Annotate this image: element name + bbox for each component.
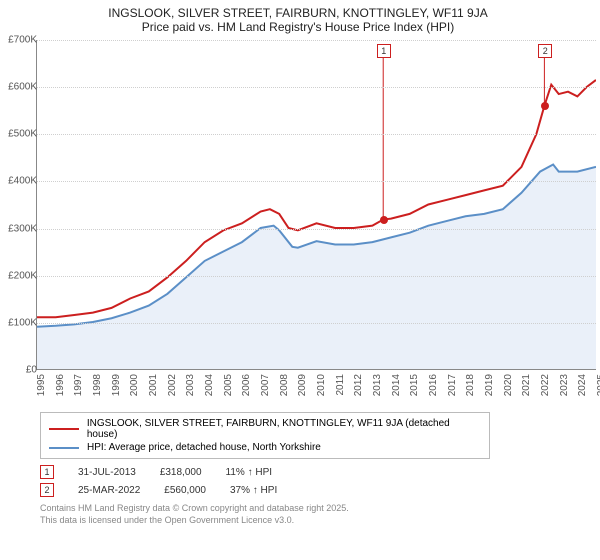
gridline-y [37,323,596,324]
legend-label-hpi: HPI: Average price, detached house, Nort… [87,442,321,453]
x-axis-label: 1998 [92,374,103,396]
transaction-price-1: £318,000 [160,467,202,478]
x-axis-label: 2013 [372,374,383,396]
x-axis-label: 2019 [484,374,495,396]
x-axis-label: 2003 [185,374,196,396]
y-axis-label: £100K [0,317,37,328]
chart-container: INGSLOOK, SILVER STREET, FAIRBURN, KNOTT… [0,0,600,560]
transaction-row-1: 1 31-JUL-2013 £318,000 11% ↑ HPI [40,463,580,481]
x-axis-label: 2015 [409,374,420,396]
y-axis-label: £400K [0,176,37,187]
x-axis-label: 2021 [521,374,532,396]
x-axis-label: 1995 [36,374,47,396]
transaction-row-2: 2 25-MAR-2022 £560,000 37% ↑ HPI [40,481,580,499]
legend-item-hpi: HPI: Average price, detached house, Nort… [49,441,481,454]
x-axis-labels: 1995 1996 1997 1998 1999 2000 2001 2002 2003 2004… [36,370,596,404]
y-axis-label: £600K [0,82,37,93]
x-axis-label: 2001 [148,374,159,396]
plot-area: £0£100K£200K£300K£400K£500K£600K£700K12 [36,40,596,370]
x-axis-label: 2024 [577,374,588,396]
legend-label-subject: INGSLOOK, SILVER STREET, FAIRBURN, KNOTT… [87,418,481,440]
transactions-block: 1 31-JUL-2013 £318,000 11% ↑ HPI 2 25-MA… [40,463,580,499]
title-line-2: Price paid vs. HM Land Registry's House … [6,20,590,34]
x-axis-label: 2010 [316,374,327,396]
transaction-delta-1: 11% ↑ HPI [226,467,273,478]
gridline-y [37,87,596,88]
x-axis-label: 2012 [353,374,364,396]
x-axis-label: 2011 [335,374,346,396]
legend-swatch-subject [49,428,79,430]
x-axis-label: 2020 [503,374,514,396]
transaction-marker-2: 2 [538,44,552,58]
transaction-date-2: 25-MAR-2022 [78,485,140,496]
transaction-badge-2: 2 [40,483,54,497]
legend-swatch-hpi [49,447,79,449]
x-axis-label: 2025 [596,374,600,396]
transaction-marker-1: 1 [377,44,391,58]
y-axis-label: £700K [0,35,37,46]
title-line-1: INGSLOOK, SILVER STREET, FAIRBURN, KNOTT… [6,6,590,20]
x-axis-label: 2008 [279,374,290,396]
y-axis-label: £200K [0,270,37,281]
gridline-y [37,276,596,277]
gridline-y [37,134,596,135]
x-axis-label: 2006 [241,374,252,396]
x-axis-label: 2004 [204,374,215,396]
transaction-delta-2: 37% ↑ HPI [230,485,277,496]
transaction-dot-1 [380,216,388,224]
y-axis-label: £0 [0,365,37,376]
x-axis-label: 1996 [55,374,66,396]
transaction-badge-1: 1 [40,465,54,479]
transaction-date-1: 31-JUL-2013 [78,467,136,478]
footnote-block: Contains HM Land Registry data © Crown c… [40,503,580,526]
x-axis-label: 2007 [260,374,271,396]
transaction-dot-2 [541,102,549,110]
gridline-y [37,40,596,41]
x-axis-label: 1999 [111,374,122,396]
y-axis-label: £500K [0,129,37,140]
transaction-price-2: £560,000 [164,485,206,496]
x-axis-label: 2000 [129,374,140,396]
x-axis-label: 1997 [73,374,84,396]
x-axis-label: 2005 [223,374,234,396]
x-axis-label: 2023 [559,374,570,396]
x-axis-label: 2018 [465,374,476,396]
x-axis-label: 2014 [391,374,402,396]
chart-title-block: INGSLOOK, SILVER STREET, FAIRBURN, KNOTT… [6,6,590,34]
gridline-y [37,229,596,230]
y-axis-label: £300K [0,223,37,234]
x-axis-label: 2016 [428,374,439,396]
footnote-line-2: This data is licensed under the Open Gov… [40,515,580,527]
x-axis-label: 2017 [447,374,458,396]
gridline-y [37,181,596,182]
x-axis-label: 2009 [297,374,308,396]
legend-item-subject: INGSLOOK, SILVER STREET, FAIRBURN, KNOTT… [49,417,481,441]
legend-box: INGSLOOK, SILVER STREET, FAIRBURN, KNOTT… [40,412,490,459]
x-axis-label: 2002 [167,374,178,396]
x-axis-label: 2022 [540,374,551,396]
chart-svg [37,40,596,369]
footnote-line-1: Contains HM Land Registry data © Crown c… [40,503,580,515]
